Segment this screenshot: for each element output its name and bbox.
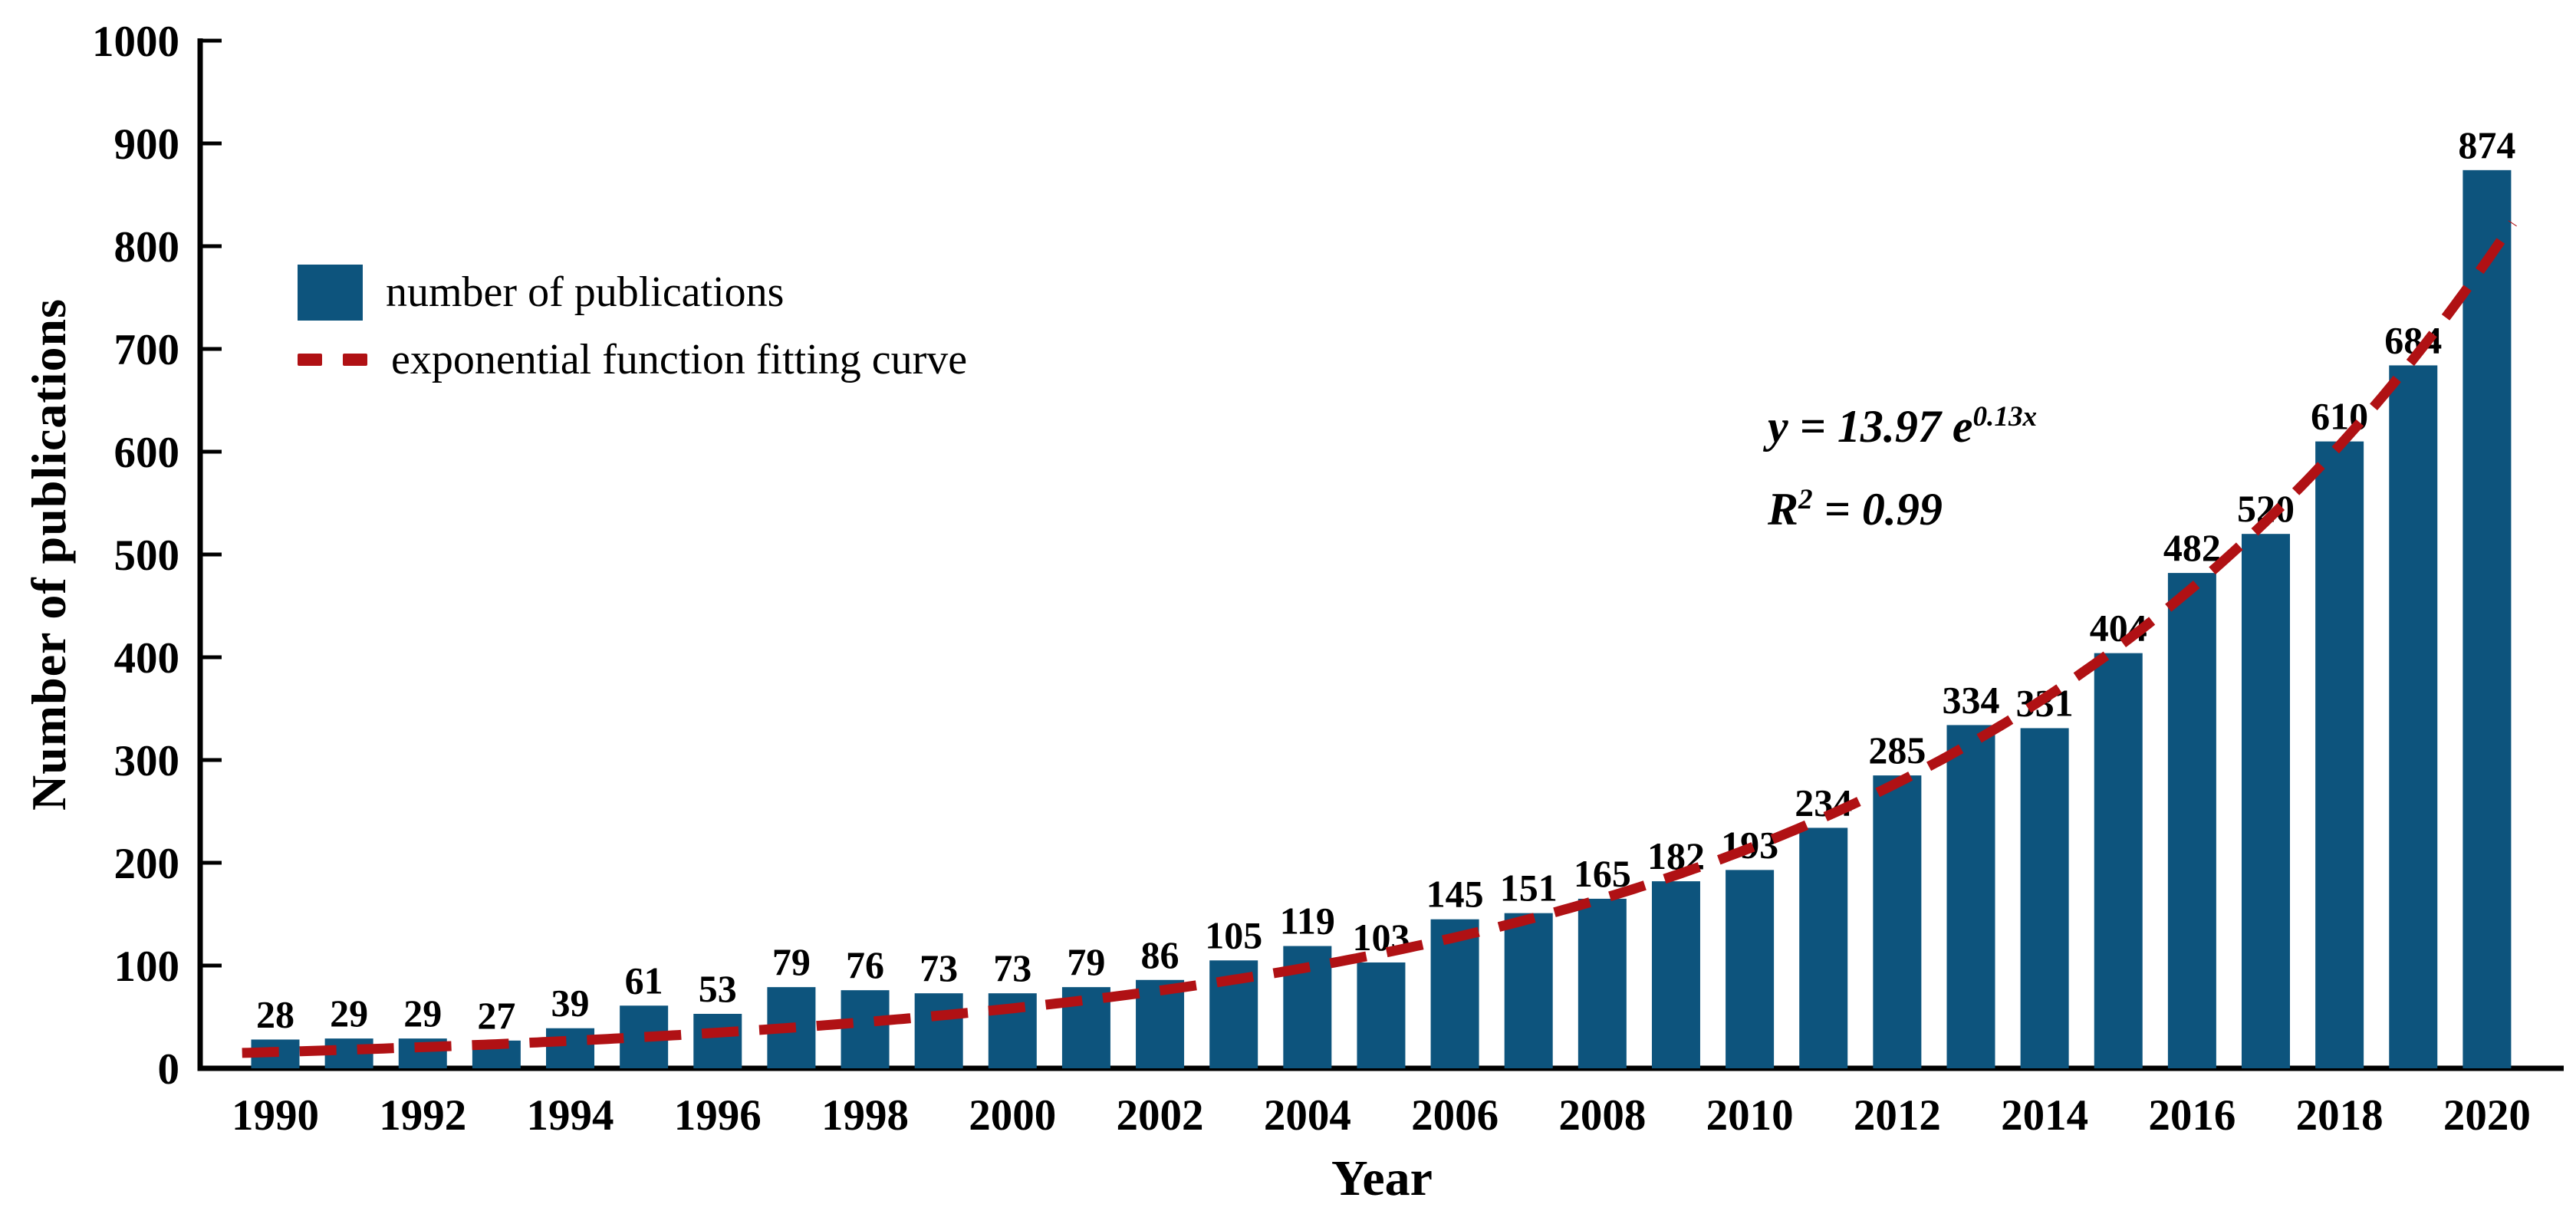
x-tick-label: 2018	[2296, 1091, 2384, 1140]
legend-label-fit-curve: exponential function fitting curve	[391, 336, 968, 383]
fit-equation-line1-base: y = 13.97 e	[1768, 401, 1973, 452]
bar-value-label: 53	[699, 967, 737, 1010]
bar-2012	[1873, 775, 1922, 1068]
y-tick-label: 500	[114, 531, 180, 580]
y-tick-label: 100	[114, 943, 180, 991]
bar-2019	[2389, 365, 2438, 1068]
legend-row-publications: number of publications	[298, 264, 967, 321]
x-tick-label: 1996	[674, 1091, 762, 1140]
bar-value-label: 874	[2458, 123, 2515, 166]
bar-2006	[1430, 919, 1479, 1068]
y-tick-label: 300	[114, 737, 180, 785]
bar-2018	[2315, 441, 2364, 1068]
fit-equation-line2-base: R	[1768, 484, 1799, 535]
bar-2007	[1504, 913, 1553, 1068]
bar-value-label: 610	[2311, 395, 2368, 438]
bar-value-label: 27	[477, 994, 515, 1037]
x-tick-label: 2020	[2443, 1091, 2531, 1140]
bar-2017	[2242, 534, 2291, 1068]
bar-value-label: 334	[1942, 678, 1999, 721]
y-tick-label: 800	[114, 223, 180, 271]
bar-value-label: 76	[846, 943, 884, 986]
legend-bar-swatch	[298, 264, 363, 321]
y-tick-label: 200	[114, 840, 180, 888]
bar-value-label: 79	[1067, 940, 1105, 983]
fit-equation-line2: R2 = 0.99	[1768, 463, 2037, 546]
bar-2009	[1651, 881, 1700, 1068]
x-tick-label: 1994	[527, 1091, 614, 1140]
x-axis-title: Year	[1331, 1150, 1433, 1206]
x-tick-label: 2002	[1117, 1091, 1204, 1140]
bar-value-label: 119	[1280, 900, 1335, 943]
bar-2020	[2462, 169, 2512, 1069]
bar-value-label: 79	[772, 940, 811, 983]
fit-equation-line2-rest: = 0.99	[1812, 484, 1943, 535]
bar-1994	[546, 1028, 595, 1068]
x-tick-label: 2014	[2001, 1091, 2088, 1140]
bar-2015	[2094, 653, 2143, 1068]
bar-1998	[841, 990, 890, 1068]
fit-equation: y = 13.97 e0.13x R2 = 0.99	[1768, 380, 2037, 546]
x-tick-label: 2008	[1558, 1091, 1646, 1140]
x-tick-label: 2012	[1854, 1091, 1941, 1140]
x-tick-label: 2016	[2148, 1091, 2235, 1140]
y-axis-title: Number of publications	[21, 298, 76, 811]
y-tick-label: 0	[158, 1045, 180, 1094]
bar-1999	[914, 993, 963, 1068]
bar-2010	[1726, 870, 1775, 1068]
fit-equation-line1: y = 13.97 e0.13x	[1768, 380, 2037, 463]
fit-equation-line2-exponent: 2	[1798, 484, 1813, 515]
bar-value-label: 39	[551, 982, 590, 1025]
y-tick-label: 700	[114, 326, 180, 374]
bar-value-label: 234	[1795, 781, 1852, 824]
y-tick-label: 400	[114, 634, 180, 683]
legend: number of publications exponential funct…	[298, 264, 967, 388]
x-tick-label: 2000	[969, 1091, 1056, 1140]
x-tick-label: 2004	[1264, 1091, 1351, 1140]
bar-value-label: 151	[1500, 867, 1558, 910]
bar-value-label: 73	[920, 946, 958, 989]
bar-value-label: 73	[993, 946, 1031, 989]
x-tick-label: 2010	[1706, 1091, 1794, 1140]
bar-2014	[2020, 728, 2069, 1068]
legend-label-publications: number of publications	[386, 268, 785, 316]
bar-value-label: 285	[1868, 729, 1926, 772]
bar-2016	[2167, 573, 2216, 1068]
bar-value-label: 29	[330, 992, 368, 1035]
bar-1996	[693, 1013, 742, 1068]
fit-curve-line	[242, 220, 2517, 1058]
x-tick-label: 1990	[232, 1091, 319, 1140]
bar-value-label: 29	[403, 992, 442, 1035]
x-tick-label: 1992	[379, 1091, 466, 1140]
bar-value-label: 28	[256, 992, 294, 1035]
fit-equation-line1-exponent: 0.13x	[1972, 401, 2038, 433]
bar-value-label: 482	[2163, 526, 2221, 569]
bar-value-label: 105	[1205, 913, 1262, 956]
x-tick-label: 1998	[821, 1091, 909, 1140]
y-tick-label: 900	[114, 120, 180, 169]
bar-value-label: 145	[1426, 873, 1484, 916]
y-tick-label: 600	[114, 429, 180, 477]
bar-2005	[1357, 962, 1406, 1068]
legend-dash-swatch	[298, 354, 368, 366]
bar-2013	[1946, 725, 1995, 1068]
bar-value-label: 61	[625, 959, 663, 1002]
bar-2008	[1578, 898, 1627, 1068]
bar-2011	[1799, 828, 1848, 1068]
bar-value-label: 86	[1141, 933, 1179, 976]
x-tick-label: 2006	[1411, 1091, 1499, 1140]
y-tick-label: 1000	[92, 18, 179, 66]
bar-2002	[1136, 979, 1185, 1068]
legend-row-fit-curve: exponential function fitting curve	[298, 331, 967, 388]
